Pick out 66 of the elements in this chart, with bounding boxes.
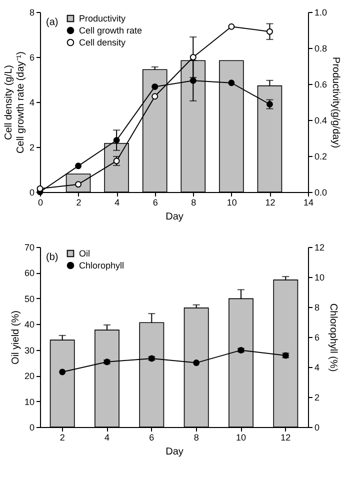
y-tick-label: 6 — [29, 52, 34, 62]
legend-label: Chlorophyll — [79, 260, 124, 270]
y2-tick-label: 10 — [314, 272, 325, 282]
y2-tick-label: 6 — [314, 332, 320, 342]
x-tick-label: 4 — [114, 198, 120, 208]
y2-tick-label: 2 — [314, 392, 320, 402]
y2-tick-label: 0.8 — [314, 44, 328, 54]
x-tick-label: 8 — [191, 198, 196, 208]
y2-tick-label: 0.2 — [314, 152, 328, 162]
x-tick-label: 2 — [60, 432, 65, 442]
y-axis-title: Cell density (g/L) Cell growth rate (day⁻¹) — [3, 52, 26, 154]
x-tick-label: 10 — [226, 198, 237, 208]
x-tick-label: 12 — [280, 432, 291, 442]
y-tick-label: 50 — [24, 294, 34, 304]
y-tick-label: 10 — [24, 396, 34, 407]
legend-label: Oil — [79, 248, 90, 258]
point — [152, 83, 158, 90]
x-tick-label: 6 — [152, 198, 158, 208]
y-tick-label: 0 — [29, 188, 34, 198]
x-axis-title: Day — [166, 212, 184, 222]
x-tick-label: 14 — [303, 198, 314, 208]
y2-tick-label: 0 — [314, 422, 320, 432]
y2-tick-label: 0.0 — [314, 188, 328, 198]
legend-label: Productivity — [79, 14, 126, 24]
x-tick-label: 12 — [265, 198, 276, 208]
y-tick-label: 4 — [29, 98, 34, 108]
y-tick-label: 60 — [24, 268, 34, 278]
y-tick-label: 40 — [24, 320, 34, 330]
point — [266, 28, 273, 35]
point — [228, 23, 235, 30]
y2-tick-label: 4 — [314, 362, 320, 372]
point — [193, 360, 200, 366]
x-tick-label: 6 — [149, 432, 154, 442]
point — [152, 93, 158, 100]
y-axis-title: Oil yield (%) — [10, 310, 22, 364]
y2-tick-label: 8 — [314, 302, 320, 312]
legend-label: Cell density — [79, 38, 126, 48]
y2-tick-label: 0.4 — [314, 116, 328, 126]
x-tick-label: 0 — [38, 198, 44, 208]
y2-tick-label: 12 — [314, 242, 325, 252]
x-tick-label: 10 — [236, 432, 246, 442]
legend-label: Cell growth rate — [79, 26, 142, 36]
x-tick-label: 4 — [104, 432, 110, 442]
point — [228, 80, 235, 86]
y-tick-label: 70 — [24, 242, 34, 252]
annotation: (a) — [46, 17, 58, 28]
point — [75, 162, 82, 170]
point — [190, 77, 196, 84]
x-axis-title: Day — [166, 446, 184, 458]
point — [59, 368, 66, 376]
x-tick-label: 8 — [194, 432, 199, 442]
y-tick-label: 20 — [24, 371, 34, 382]
point — [266, 101, 273, 108]
y2-axis-title: Chlorophyll (%) — [328, 303, 339, 372]
point — [113, 158, 120, 164]
y-tick-label: 0 — [29, 422, 34, 432]
x-tick-label: 2 — [76, 198, 82, 208]
point — [190, 54, 196, 60]
y2-tick-label: 1.0 — [314, 8, 328, 18]
y-tick-label: 30 — [24, 345, 34, 356]
y2-axis-title: Productivity(g/g/day) — [330, 56, 342, 148]
y-tick-label: 8 — [29, 8, 34, 18]
y-tick-label: 2 — [29, 142, 34, 152]
point — [113, 137, 120, 144]
y2-tick-label: 0.6 — [314, 80, 328, 90]
annotation: (b) — [46, 252, 58, 263]
